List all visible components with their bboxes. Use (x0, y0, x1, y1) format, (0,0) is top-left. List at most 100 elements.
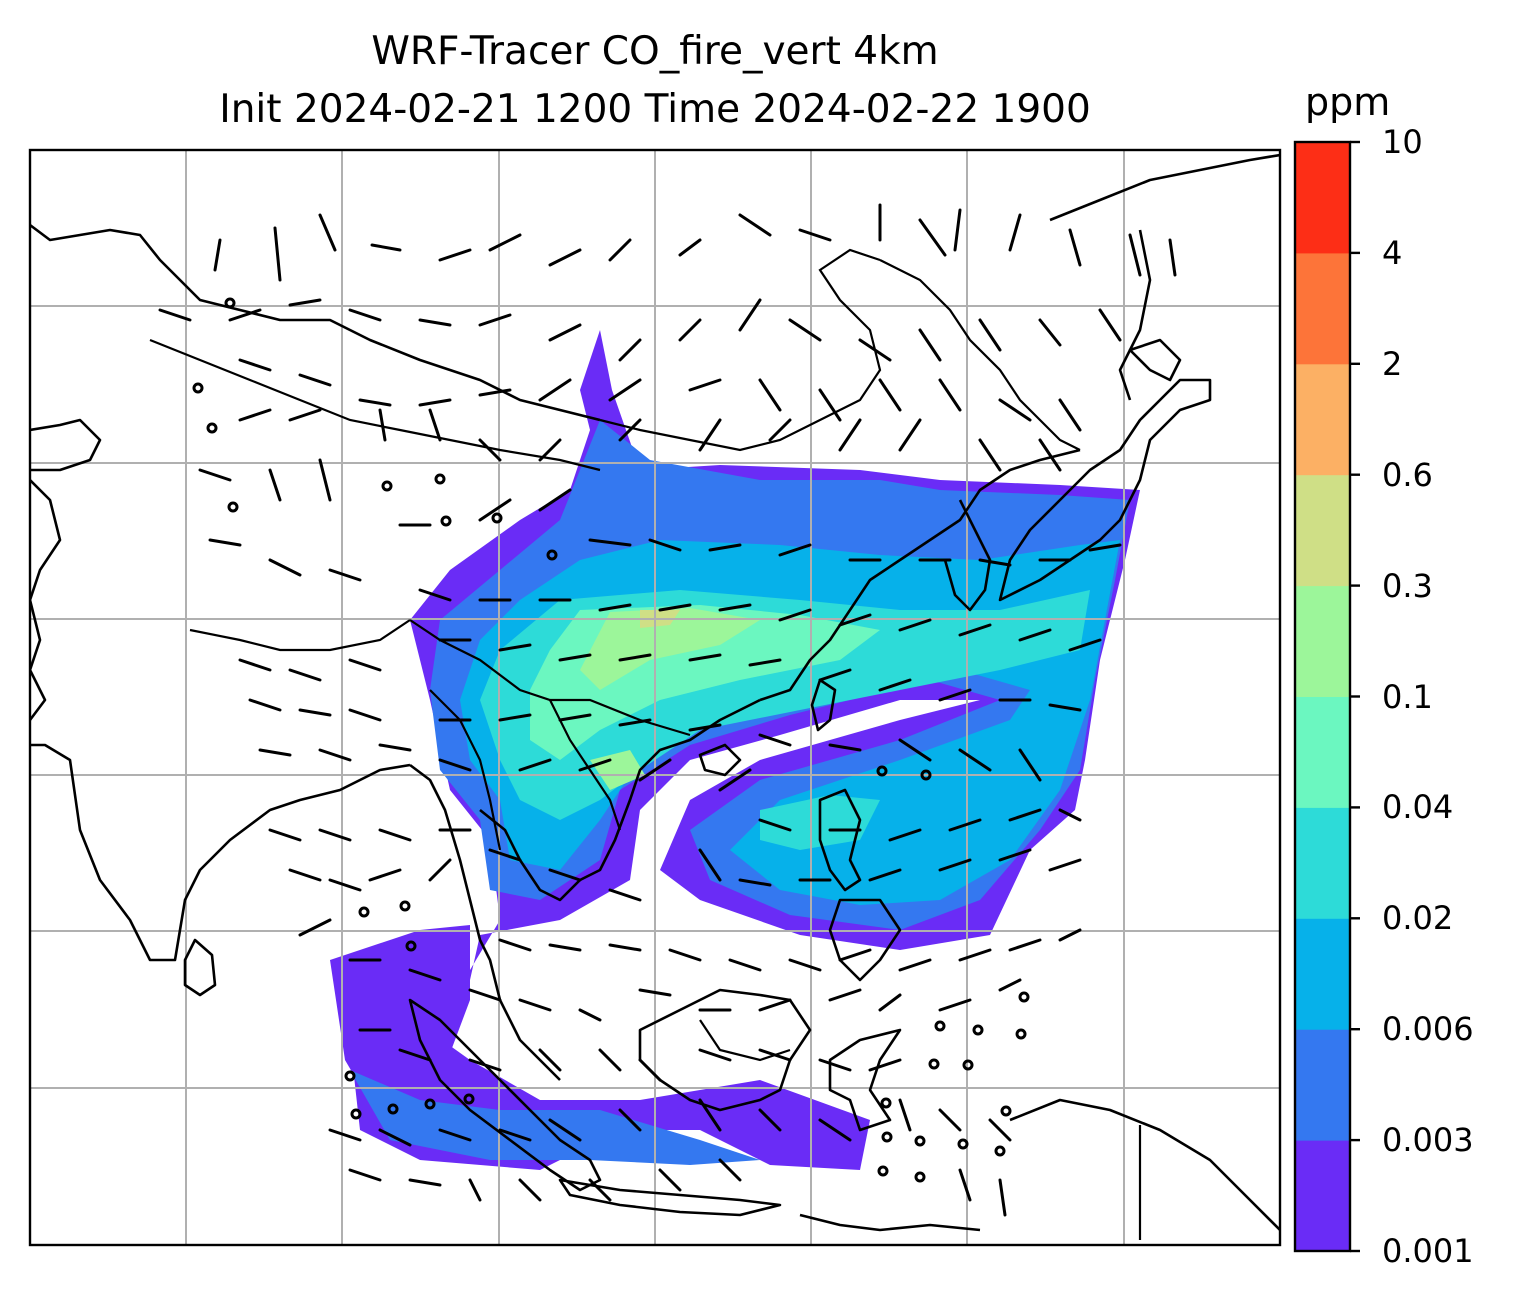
country-borders (149, 248, 1142, 1240)
calm-circle (387, 1103, 399, 1115)
calm-circle (192, 382, 204, 394)
calm-circle (546, 549, 558, 561)
calm-circle (399, 900, 411, 912)
calm-circle (881, 1131, 893, 1143)
calm-circle (957, 1138, 969, 1150)
border-china-mongolia (599, 248, 882, 452)
colorbar-tick-label: 0.02 (1382, 899, 1454, 938)
border-china-russia (879, 259, 1081, 451)
wind-barb (198, 458, 1122, 567)
calm-circle (928, 1058, 940, 1070)
colorbar-tick-label: 0.006 (1382, 1010, 1474, 1049)
calm-circle (972, 1024, 984, 1036)
calm-circle (1000, 1105, 1012, 1117)
calm-circle (876, 765, 888, 777)
wind-barb (238, 358, 1082, 432)
calm-circle (914, 1171, 926, 1183)
calm-circle (227, 501, 239, 513)
calm-circle (880, 1097, 892, 1109)
wind-barb (213, 203, 1177, 282)
calm-circle (491, 512, 503, 524)
colorbar-frame (1293, 140, 1352, 1253)
colorbar-swatch (1295, 918, 1350, 1030)
wind-barb (348, 958, 1022, 1022)
calm-circle (405, 940, 417, 952)
wind-barb (158, 298, 1122, 362)
colorbar-swatch (1295, 363, 1350, 476)
colorbar-tick-label: 0.1 (1382, 677, 1433, 716)
colorbar-swatch (1295, 1029, 1350, 1141)
calm-circle (440, 515, 452, 527)
colorbar-tick-label: 0.3 (1382, 566, 1433, 605)
coastline-sulawesi (828, 1028, 902, 1132)
wind-barbs (158, 203, 1177, 1217)
calm-circle (224, 297, 236, 309)
coastline-sri-lanka (183, 938, 217, 997)
wind-barb (358, 1028, 902, 1082)
calm-circle (962, 1059, 974, 1071)
wind-barb (288, 858, 1082, 972)
map-panel (30, 150, 1280, 1245)
coastline-taiwan (810, 678, 837, 732)
calm-circle (434, 473, 446, 485)
calm-circle (994, 1145, 1006, 1157)
colorbar-tick-label: 0.04 (1382, 788, 1454, 827)
coastline-japan (998, 378, 1212, 602)
coastline-caspian-west (30, 223, 601, 422)
calm-circle (344, 1070, 356, 1082)
calm-wind-circles (192, 297, 1030, 1183)
plot-title-line-2: Init 2024-02-21 1200 Time 2024-02-22 190… (219, 87, 1091, 132)
colorbar-unit: ppm (1305, 80, 1391, 124)
plume-layer-6 (580, 608, 760, 690)
calm-circle (1018, 991, 1030, 1003)
colorbar-swatch (1295, 474, 1350, 587)
calm-circle (934, 1020, 946, 1032)
colorbar-tick-label: 0.6 (1382, 455, 1433, 494)
calm-circle (358, 906, 370, 918)
coastline-hokkaido (1128, 338, 1182, 382)
coastline-korea (943, 499, 992, 612)
wind-barb (258, 743, 1082, 842)
wind-barb (238, 638, 1082, 712)
colorbar-swatch (1295, 142, 1350, 254)
coastline-arabian-coast (30, 418, 102, 472)
colorbar-tick-label: 10 (1382, 123, 1423, 161)
coastline-gulf-of-thailand (479, 698, 761, 902)
calm-circle (350, 1108, 362, 1120)
wind-barb (268, 828, 1082, 902)
coastlines (30, 153, 1280, 1232)
map-frame (28, 148, 1282, 1247)
colorbar-swatch (1295, 252, 1350, 365)
colorbar-tick-label: 4 (1382, 233, 1403, 272)
border-china-south (409, 619, 691, 737)
coastline-new-guinea (1009, 1098, 1280, 1231)
coastline-borneo (638, 988, 812, 1112)
plume-layer-2-south (350, 1070, 760, 1165)
colorbar (1295, 140, 1360, 1253)
coastline-russia (1049, 153, 1280, 222)
calm-circle (914, 1135, 926, 1147)
colorbar-swatch (1295, 807, 1350, 919)
colorbar-swatch (1295, 696, 1350, 808)
calm-circle (920, 769, 932, 781)
coastline-java (558, 1178, 782, 1217)
coastline-china (759, 448, 1081, 702)
coastline-iran-pakistan (30, 479, 62, 721)
calm-circle (463, 1093, 475, 1105)
wind-barb (208, 538, 1102, 652)
lat-lon-gridlines (30, 150, 1280, 1245)
calm-circle (381, 480, 393, 492)
wind-barb (238, 408, 1062, 472)
co-plume-fill (330, 330, 1140, 1170)
wind-barb (348, 1158, 1007, 1217)
coastline-sakhalin (1118, 229, 1152, 401)
coastline-philippines-south (828, 898, 902, 982)
border-kazakhstan (149, 338, 601, 472)
coastline-lesser-sunda (799, 1213, 981, 1232)
wind-barb (328, 1098, 1012, 1147)
coastline-sumatra (408, 998, 602, 1192)
calm-circle (206, 422, 218, 434)
border-laos-vietnam (549, 699, 622, 831)
calm-circle (1015, 1028, 1027, 1040)
